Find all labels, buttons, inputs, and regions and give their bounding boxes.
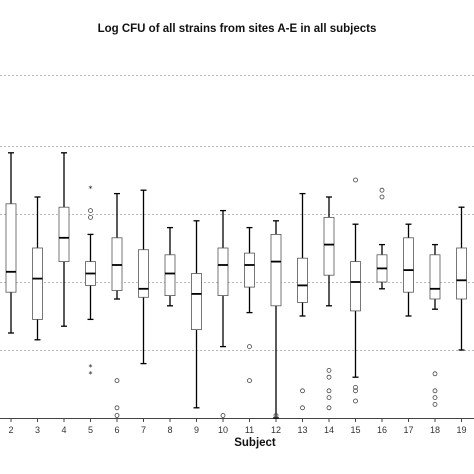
outlier-point [326, 388, 332, 394]
extreme-point: * [89, 363, 93, 372]
x-axis: 2 3 4 5 6 7 8 9 10 11 12 13 14 15 16 17 18 19 [0, 418, 474, 435]
outlier-point [220, 413, 226, 418]
box [138, 249, 149, 298]
x-tick-label: 2 [8, 425, 13, 435]
extreme-point: * [89, 370, 93, 379]
box-subject-9 [191, 220, 202, 409]
box-subject-13 [297, 192, 308, 411]
box-subject-14 [323, 196, 335, 411]
box-subject-3 [32, 196, 43, 341]
outlier-point [379, 187, 385, 193]
box [403, 237, 414, 293]
box-subject-17 [403, 223, 414, 317]
box [191, 273, 202, 330]
box-subject-16 [376, 187, 388, 290]
x-tick-label: 13 [297, 425, 307, 435]
outlier-point [326, 367, 332, 373]
box [32, 247, 43, 320]
x-tick-label: 7 [141, 425, 146, 435]
x-tick-label: 10 [218, 425, 228, 435]
outlier-point [432, 371, 438, 377]
box [58, 206, 70, 262]
x-tick-label: 5 [88, 425, 93, 435]
x-axis-label: Subject [234, 437, 276, 449]
box [217, 247, 229, 296]
outlier-point [114, 413, 120, 418]
reference-lines [0, 75, 474, 351]
x-tick-label: 19 [456, 425, 466, 435]
outlier-point [353, 388, 358, 394]
outlier-point [326, 395, 332, 401]
outlier-point [247, 344, 252, 350]
box [270, 233, 282, 307]
outlier-point [379, 194, 385, 200]
x-tick-label: 9 [194, 425, 199, 435]
x-tick-label: 14 [324, 425, 334, 435]
box [429, 254, 441, 300]
x-tick-label: 8 [167, 425, 172, 435]
box-subject-19 [456, 206, 467, 351]
box-subject-18 [429, 243, 441, 407]
boxes: *** [5, 152, 467, 419]
box-subject-12 [270, 220, 282, 419]
outlier-point [273, 413, 279, 418]
x-tick-label: 11 [245, 425, 254, 435]
box [297, 257, 308, 303]
outlier-point [88, 214, 93, 220]
box-subject-4 [58, 152, 70, 327]
box-subject-7 [138, 189, 149, 365]
x-tick-label: 3 [35, 425, 40, 435]
x-tick-label: 16 [377, 425, 387, 435]
outlier-point [353, 384, 358, 390]
chart-title: Log CFU of all strains from sites A-E in… [97, 23, 377, 35]
box-subject-5: *** [85, 185, 96, 379]
outlier-point [432, 388, 438, 394]
outlier-point [326, 405, 332, 411]
x-tick-label: 6 [114, 425, 119, 435]
x-tick-label: 17 [403, 425, 413, 435]
outlier-point [247, 378, 252, 384]
box [164, 254, 176, 297]
box-subject-6 [111, 192, 123, 418]
box-subject-2 [5, 152, 17, 334]
outlier-point [88, 208, 93, 214]
outlier-point [353, 177, 358, 183]
outlier-point [353, 398, 358, 404]
box-subject-10 [217, 209, 229, 418]
x-tick-label: 15 [350, 425, 360, 435]
box [456, 247, 467, 300]
box [350, 261, 361, 312]
outlier-point [432, 401, 438, 407]
outlier-point [432, 395, 438, 401]
box [323, 216, 335, 276]
extreme-point: * [89, 185, 93, 194]
outlier-point [326, 374, 332, 380]
x-tick-label: 4 [61, 425, 66, 435]
outlier-point [114, 378, 120, 384]
x-tick-label: 18 [430, 425, 440, 435]
box-subject-15 [350, 177, 361, 404]
outlier-point [300, 388, 305, 394]
outlier-point [300, 405, 305, 411]
box-subject-11 [244, 226, 255, 384]
box [244, 252, 255, 288]
box-subject-8 [164, 226, 176, 307]
box [5, 203, 17, 293]
outlier-point [114, 405, 120, 411]
x-tick-label: 12 [271, 425, 281, 435]
